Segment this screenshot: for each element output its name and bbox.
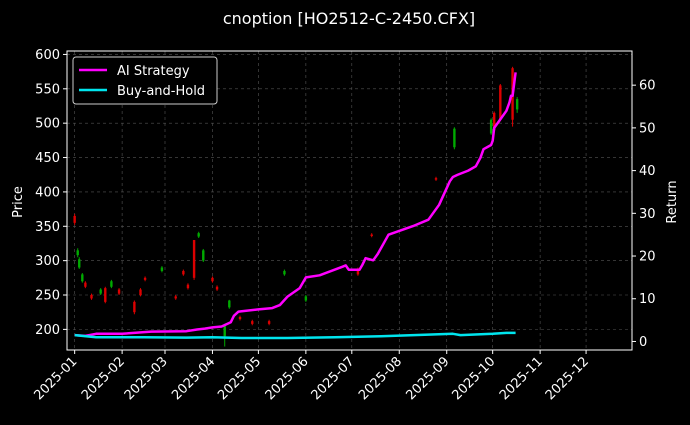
candle-body — [215, 286, 219, 290]
candle-body — [139, 289, 142, 296]
candle-body — [99, 289, 102, 294]
candle-body — [492, 112, 496, 131]
y-left-tick-label: 600 — [35, 48, 60, 63]
candle-body — [73, 215, 76, 223]
y-left-tick-label: 300 — [35, 254, 60, 269]
candle-body — [192, 240, 196, 278]
candle-body — [238, 317, 242, 320]
y-axis-left-label: Price — [11, 186, 26, 218]
series-line-ai-strategy — [74, 72, 517, 338]
y-axis-right-label: Return — [665, 180, 680, 223]
y-right-tick-label: 0 — [639, 335, 647, 350]
candle-body — [228, 300, 231, 308]
candle-body — [186, 284, 190, 289]
legend-frame — [72, 56, 218, 105]
legend-label-buy-and-hold: Buy-and-Hold — [117, 84, 205, 99]
series-line-buy-and-hold — [74, 331, 516, 340]
candle-body — [453, 128, 456, 148]
candle-body — [515, 99, 519, 110]
candle-body — [81, 274, 84, 282]
y-left-tick-label: 400 — [35, 185, 60, 200]
plot-frame — [66, 50, 633, 351]
candle-body — [182, 270, 185, 275]
candle-body — [267, 321, 271, 324]
candle-body — [434, 178, 438, 180]
y-right-tick-label: 60 — [639, 79, 656, 94]
candle-body — [211, 277, 214, 282]
candle-body — [160, 267, 164, 271]
y-left-tick-label: 500 — [35, 117, 60, 132]
candle-body — [197, 233, 200, 237]
y-right-tick-label: 20 — [639, 250, 656, 265]
candle-body — [76, 250, 79, 256]
candle-body — [283, 270, 286, 275]
candle-body — [117, 289, 121, 294]
chart-title: cnoption [HO2512-C-2450.CFX] — [223, 9, 475, 28]
y-right-tick-label: 50 — [639, 121, 656, 136]
candle-body — [174, 296, 177, 299]
series-layer — [74, 72, 517, 340]
candle-layer — [73, 66, 519, 347]
y-right-tick-label: 40 — [639, 164, 656, 179]
legend-label-ai-strategy: AI Strategy — [117, 64, 190, 79]
candle-body — [489, 119, 493, 134]
candle-body — [90, 295, 93, 299]
candle-body — [133, 301, 136, 313]
candle-body — [356, 268, 360, 275]
candle-body — [304, 296, 308, 301]
y-left-tick-label: 550 — [35, 82, 60, 97]
legend: AI Strategy Buy-and-Hold — [72, 56, 218, 105]
candle-body — [223, 325, 226, 337]
candle-body — [104, 288, 107, 302]
candle-body — [84, 282, 87, 287]
candle-body — [78, 259, 81, 268]
y-left-tick-label: 200 — [35, 323, 60, 338]
candle-body — [202, 250, 205, 261]
y-right-tick-label: 30 — [639, 207, 656, 222]
y-left-tick-label: 350 — [35, 220, 60, 235]
candle-body — [251, 321, 254, 324]
candle-body — [499, 85, 502, 120]
y-right-tick-label: 10 — [639, 292, 656, 307]
candle-body — [370, 234, 373, 237]
y-left-tick-label: 250 — [35, 289, 60, 304]
candle-body — [143, 277, 147, 280]
y-left-tick-label: 450 — [35, 151, 60, 166]
candle-body — [110, 281, 113, 287]
